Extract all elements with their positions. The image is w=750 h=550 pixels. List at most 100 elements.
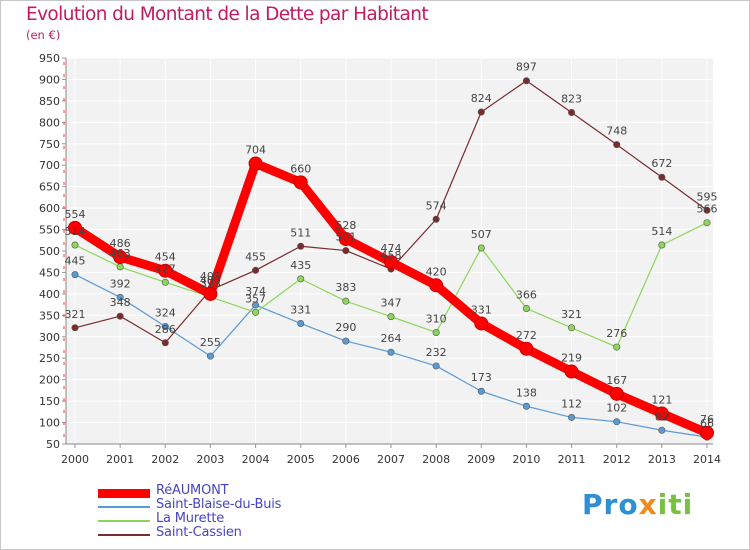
data-label-0: 528: [335, 219, 356, 232]
chart-title: Evolution du Montant de la Dette par Hab…: [26, 4, 429, 25]
data-point-0: [248, 156, 263, 171]
data-label-0: 121: [651, 394, 672, 407]
legend-swatch: [98, 534, 150, 536]
data-point-0: [113, 250, 128, 265]
data-label-0: 474: [381, 242, 402, 255]
y-tick-label: 700: [39, 159, 60, 172]
y-tick-label: 950: [39, 52, 60, 65]
data-point-1: [522, 402, 530, 410]
data-label-3: 823: [561, 92, 582, 105]
x-tick-label: 2003: [196, 453, 224, 466]
y-tick-label: 150: [39, 395, 60, 408]
data-point-2: [432, 328, 440, 336]
legend-label: RéAUMONT: [156, 483, 229, 498]
data-point-0: [338, 231, 353, 246]
data-point-1: [252, 301, 260, 309]
x-tick-label: 2014: [693, 453, 721, 466]
data-label-3: 286: [155, 323, 176, 336]
data-point-3: [432, 215, 440, 223]
data-point-2: [297, 275, 305, 283]
data-point-2: [161, 278, 169, 286]
x-tick-label: 2010: [512, 453, 540, 466]
data-label-0: 167: [606, 374, 627, 387]
data-label-2: 383: [335, 281, 356, 294]
legend-swatch: [98, 488, 150, 498]
data-label-3: 897: [516, 61, 537, 74]
data-label-1: 138: [516, 386, 537, 399]
data-label-3: 672: [651, 157, 672, 170]
x-tick-label: 2001: [106, 453, 134, 466]
data-label-1: 66: [700, 417, 714, 430]
data-point-2: [658, 241, 666, 249]
data-label-3: 574: [426, 199, 447, 212]
data-label-3: 321: [65, 308, 86, 321]
data-label-0: 331: [471, 303, 492, 316]
data-point-2: [387, 313, 395, 321]
y-tick-label: 300: [39, 331, 60, 344]
data-point-1: [477, 387, 485, 395]
data-point-1: [658, 426, 666, 434]
data-label-3: 458: [381, 249, 402, 262]
y-tick-label: 200: [39, 374, 60, 387]
y-tick-label: 50: [46, 438, 60, 451]
data-label-3: 595: [697, 190, 718, 203]
y-tick-label: 850: [39, 95, 60, 108]
data-label-0: 704: [245, 144, 266, 157]
data-label-2: 310: [426, 312, 447, 325]
data-label-1: 232: [426, 346, 447, 359]
data-label-2: 276: [606, 327, 627, 340]
data-point-2: [703, 219, 711, 227]
y-tick-label: 650: [39, 181, 60, 194]
data-point-3: [252, 266, 260, 274]
data-label-2: 393: [200, 277, 221, 290]
data-point-1: [613, 418, 621, 426]
data-label-1: 82: [655, 410, 669, 423]
data-label-1: 112: [561, 397, 582, 410]
data-label-1: 392: [110, 277, 131, 290]
y-tick-label: 400: [39, 288, 60, 301]
y-tick-label: 100: [39, 417, 60, 430]
data-label-1: 324: [155, 306, 176, 319]
data-label-1: 173: [471, 371, 492, 384]
data-label-1: 264: [381, 332, 402, 345]
data-point-0: [293, 175, 308, 190]
x-tick-label: 2004: [242, 453, 270, 466]
legend-swatch: [98, 506, 150, 508]
data-label-1: 331: [290, 303, 311, 316]
data-label-1: 445: [65, 255, 86, 268]
data-label-3: 409: [200, 270, 221, 283]
data-point-1: [206, 352, 214, 360]
data-label-0: 272: [516, 329, 537, 342]
x-tick-label: 2012: [603, 453, 631, 466]
x-tick-label: 2006: [332, 453, 360, 466]
data-point-0: [519, 341, 534, 356]
data-label-0: 660: [290, 162, 311, 175]
data-point-1: [387, 348, 395, 356]
data-label-1: 255: [200, 336, 221, 349]
y-tick-label: 800: [39, 116, 60, 129]
data-point-3: [161, 339, 169, 347]
data-label-2: 514: [65, 225, 86, 238]
data-point-0: [609, 386, 624, 401]
data-point-1: [161, 322, 169, 330]
logo-part-1: Pro: [582, 488, 639, 521]
logo-part-2: x: [638, 488, 658, 521]
data-label-1: 290: [335, 321, 356, 334]
data-label-2: 347: [381, 297, 402, 310]
data-point-1: [71, 271, 79, 279]
x-tick-label: 2013: [648, 453, 676, 466]
data-label-2: 507: [471, 228, 492, 241]
legend-swatch: [98, 520, 150, 522]
data-point-0: [564, 364, 579, 379]
y-tick-label: 600: [39, 202, 60, 215]
data-point-3: [522, 77, 530, 85]
data-point-0: [203, 286, 218, 301]
data-point-2: [477, 244, 485, 252]
data-label-2: 514: [651, 225, 672, 238]
x-tick-label: 2007: [377, 453, 405, 466]
data-label-0: 454: [155, 251, 176, 264]
data-label-2: 435: [290, 259, 311, 272]
data-point-3: [297, 242, 305, 250]
x-tick-label: 2005: [287, 453, 315, 466]
data-label-1: 374: [245, 285, 266, 298]
